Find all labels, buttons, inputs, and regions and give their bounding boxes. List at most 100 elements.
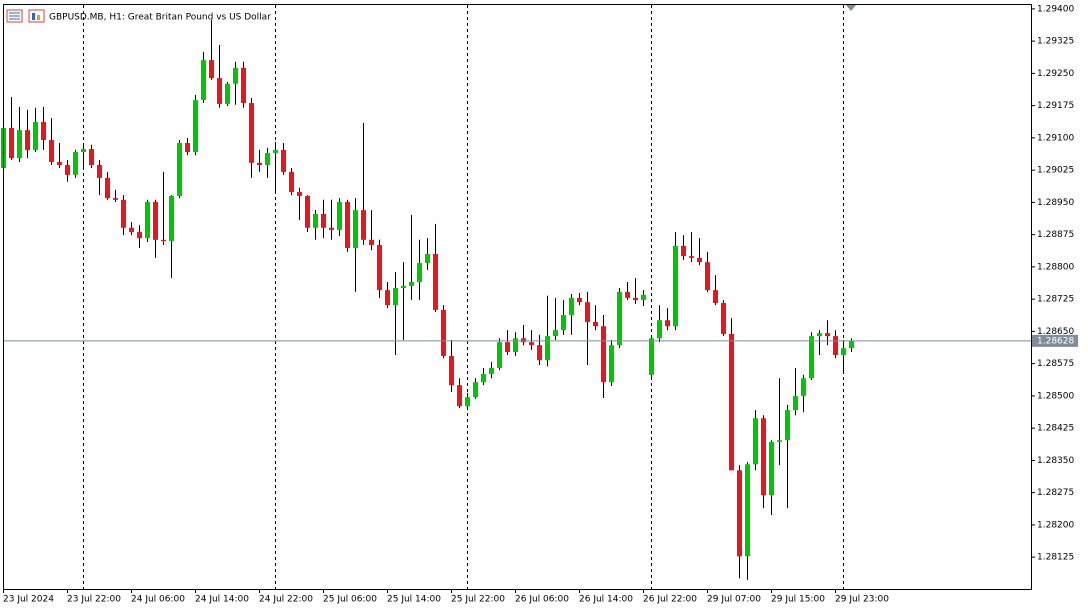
x-tick-label: 29 Jul 15:00 bbox=[771, 595, 825, 605]
x-tick-label: 25 Jul 22:00 bbox=[451, 595, 505, 605]
candle-body bbox=[401, 285, 406, 288]
y-tick-label: 1.29100 bbox=[1037, 133, 1074, 143]
day-separators bbox=[83, 5, 844, 589]
candle-body bbox=[257, 162, 262, 165]
candle-body bbox=[785, 410, 790, 441]
candle-body bbox=[65, 164, 70, 175]
candle-body bbox=[569, 297, 574, 316]
current-price-label: 1.28628 bbox=[1037, 336, 1074, 346]
candle-body bbox=[545, 336, 550, 361]
candle-body bbox=[657, 320, 662, 339]
candle-body bbox=[713, 290, 718, 304]
y-tick-label: 1.28350 bbox=[1037, 456, 1074, 466]
y-tick-label: 1.29250 bbox=[1037, 69, 1074, 79]
candle-body bbox=[353, 210, 358, 248]
candle-body bbox=[521, 338, 526, 343]
candle-body bbox=[121, 199, 126, 228]
candle-body bbox=[593, 321, 598, 327]
candle-body bbox=[129, 227, 134, 233]
candle-body bbox=[193, 100, 198, 153]
candle-body bbox=[225, 83, 230, 104]
current-price-box bbox=[1032, 334, 1078, 347]
y-tick-label: 1.29400 bbox=[1037, 4, 1074, 14]
candle-body bbox=[729, 333, 734, 471]
candle-body bbox=[841, 348, 846, 356]
candle-body bbox=[73, 152, 78, 175]
candle-body bbox=[249, 103, 254, 163]
candle-body bbox=[425, 253, 430, 264]
x-tick-label: 29 Jul 23:00 bbox=[835, 595, 889, 605]
candle-body bbox=[345, 201, 350, 248]
y-tick-label: 1.29025 bbox=[1037, 166, 1074, 176]
candle-body bbox=[361, 210, 366, 240]
x-tick-label: 25 Jul 14:00 bbox=[387, 595, 441, 605]
candle-body bbox=[385, 290, 390, 306]
candle-body bbox=[489, 367, 494, 374]
candle-body bbox=[329, 227, 334, 230]
candle-body bbox=[625, 291, 630, 298]
y-tick-label: 1.28425 bbox=[1037, 424, 1074, 434]
candle-body bbox=[185, 143, 190, 153]
candle-body bbox=[633, 297, 638, 301]
candle-body bbox=[81, 149, 86, 153]
candle-body bbox=[97, 164, 102, 178]
y-tick-label: 1.29325 bbox=[1037, 37, 1074, 47]
candle-body bbox=[681, 245, 686, 257]
candle-body bbox=[305, 195, 310, 228]
candle-body bbox=[449, 355, 454, 386]
icon-bar bbox=[37, 15, 40, 20]
candle-body bbox=[649, 338, 654, 375]
candle-body bbox=[297, 192, 302, 196]
y-tick-label: 1.29175 bbox=[1037, 101, 1074, 111]
y-tick-label: 1.28125 bbox=[1037, 553, 1074, 563]
x-tick-label: 29 Jul 07:00 bbox=[707, 595, 761, 605]
candle-body bbox=[601, 326, 606, 383]
candle-body bbox=[849, 340, 854, 349]
candle-body bbox=[137, 232, 142, 239]
candle-body bbox=[801, 378, 806, 396]
candle-body bbox=[265, 152, 270, 165]
candle-body bbox=[17, 130, 22, 159]
candle-body bbox=[441, 309, 446, 356]
candle-body bbox=[641, 294, 646, 301]
candle-body bbox=[825, 333, 830, 337]
x-tick-label: 25 Jul 06:00 bbox=[323, 595, 377, 605]
candle-body bbox=[577, 297, 582, 303]
candle-body bbox=[393, 287, 398, 306]
candle-body bbox=[465, 397, 470, 407]
candle-body bbox=[145, 201, 150, 239]
candle-body bbox=[25, 130, 30, 150]
candle-body bbox=[313, 214, 318, 228]
candle-body bbox=[705, 262, 710, 291]
candle-body bbox=[585, 302, 590, 322]
candle-body bbox=[105, 177, 110, 199]
y-tick-label: 1.28875 bbox=[1037, 230, 1074, 240]
candle-body bbox=[377, 244, 382, 291]
y-tick-label: 1.28200 bbox=[1037, 520, 1074, 530]
candle-body bbox=[737, 470, 742, 557]
candle-body bbox=[217, 78, 222, 104]
x-tick-label: 24 Jul 14:00 bbox=[195, 595, 249, 605]
y-tick-label: 1.28950 bbox=[1037, 198, 1074, 208]
candle-body bbox=[745, 464, 750, 557]
candle-body bbox=[153, 201, 158, 240]
candle-body bbox=[89, 149, 94, 165]
shift-marker[interactable] bbox=[846, 5, 856, 11]
candle-body bbox=[529, 342, 534, 346]
candle-body bbox=[537, 345, 542, 361]
y-tick-label: 1.28800 bbox=[1037, 262, 1074, 272]
y-tick-label: 1.28500 bbox=[1037, 391, 1074, 401]
candle-body bbox=[817, 333, 822, 337]
candle-body bbox=[473, 382, 478, 398]
candle-body bbox=[233, 67, 238, 84]
candle-body bbox=[697, 257, 702, 263]
candle-body bbox=[289, 171, 294, 193]
candle-body bbox=[209, 60, 214, 79]
y-tick-label: 1.28650 bbox=[1037, 327, 1074, 337]
candle-body bbox=[9, 127, 14, 159]
icon-chart[interactable] bbox=[28, 9, 45, 23]
candle-body bbox=[177, 143, 182, 196]
candle-body bbox=[833, 336, 838, 356]
